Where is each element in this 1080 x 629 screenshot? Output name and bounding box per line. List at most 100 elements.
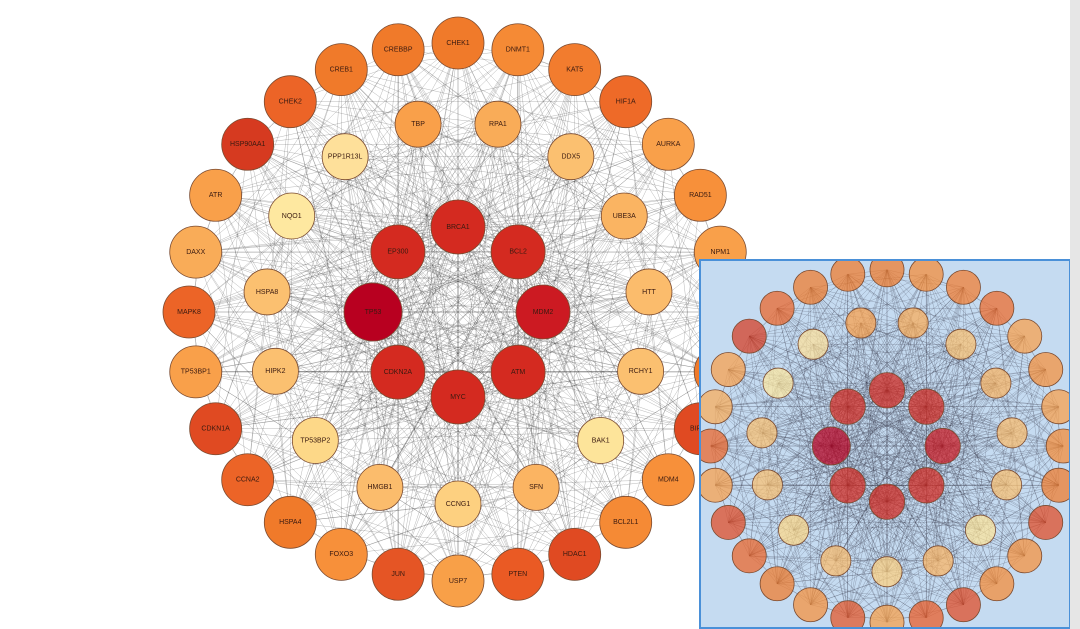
edge bbox=[710, 406, 927, 447]
edge bbox=[188, 311, 316, 441]
edge bbox=[542, 195, 701, 313]
node bbox=[762, 367, 794, 399]
edge bbox=[777, 382, 927, 486]
network: BRCA1 BCL2 MDM2 ATM MYC CDKN2A TP53 EP300 RPA1 DD… bbox=[162, 16, 754, 608]
node bbox=[314, 43, 368, 97]
edge bbox=[397, 49, 519, 253]
edge bbox=[847, 274, 927, 407]
edge bbox=[341, 69, 459, 228]
node bbox=[189, 168, 243, 222]
edge bbox=[810, 484, 1007, 605]
node bbox=[701, 389, 733, 425]
edge bbox=[793, 382, 997, 531]
edge bbox=[397, 371, 575, 555]
edge bbox=[831, 445, 1059, 486]
edge bbox=[925, 406, 1059, 618]
edge bbox=[710, 445, 1046, 523]
edge bbox=[275, 371, 399, 575]
node bbox=[868, 483, 906, 520]
edge bbox=[860, 322, 1025, 337]
edge bbox=[777, 269, 888, 309]
node bbox=[394, 100, 442, 148]
edge bbox=[188, 311, 641, 372]
edge bbox=[195, 251, 399, 373]
edge bbox=[1024, 369, 1046, 556]
edge bbox=[291, 215, 701, 429]
edge bbox=[570, 156, 721, 253]
edge bbox=[379, 371, 519, 488]
edge bbox=[517, 251, 641, 372]
edge bbox=[517, 49, 721, 253]
edge bbox=[980, 369, 1046, 531]
edge bbox=[767, 287, 964, 486]
edge bbox=[810, 287, 939, 561]
edge bbox=[980, 445, 1064, 531]
edge bbox=[517, 371, 721, 575]
edge bbox=[344, 156, 537, 488]
node bbox=[189, 402, 243, 456]
edge bbox=[813, 344, 1046, 370]
edge bbox=[886, 369, 1046, 391]
edge bbox=[728, 522, 888, 623]
edge bbox=[517, 251, 721, 373]
edge bbox=[912, 322, 1025, 556]
edge bbox=[188, 69, 342, 313]
edge bbox=[728, 273, 927, 370]
edge bbox=[860, 322, 1059, 408]
edge bbox=[761, 274, 927, 434]
edge bbox=[195, 123, 499, 253]
edge bbox=[379, 371, 721, 488]
node-label: MDM2 bbox=[533, 309, 554, 316]
node bbox=[1028, 505, 1064, 540]
edge bbox=[767, 484, 849, 618]
edge bbox=[749, 390, 888, 557]
edge bbox=[266, 156, 571, 293]
edge bbox=[542, 311, 721, 373]
edge bbox=[776, 445, 832, 584]
edge bbox=[266, 101, 626, 293]
edge bbox=[860, 322, 997, 384]
edge bbox=[886, 335, 1025, 391]
node-label: KAT5 bbox=[566, 66, 583, 73]
edge bbox=[886, 269, 927, 486]
node bbox=[979, 290, 1015, 326]
node bbox=[162, 285, 216, 339]
edge bbox=[290, 101, 519, 575]
edge bbox=[767, 484, 888, 502]
edge bbox=[847, 406, 888, 623]
edge bbox=[497, 124, 575, 555]
edge bbox=[963, 287, 981, 531]
edge bbox=[831, 445, 1007, 486]
edge bbox=[810, 287, 832, 447]
edge bbox=[938, 484, 1059, 562]
edge bbox=[728, 406, 848, 523]
edge bbox=[457, 124, 499, 505]
edge bbox=[341, 69, 571, 157]
edge bbox=[517, 69, 575, 252]
node bbox=[1007, 538, 1043, 574]
edge bbox=[963, 445, 1064, 605]
edge bbox=[195, 69, 575, 253]
node-label: HIPK2 bbox=[265, 368, 285, 375]
edge bbox=[397, 291, 650, 373]
edge bbox=[542, 69, 575, 313]
edge bbox=[341, 372, 399, 555]
node bbox=[710, 352, 746, 387]
edge bbox=[937, 308, 998, 561]
node bbox=[759, 290, 795, 326]
node bbox=[430, 369, 486, 425]
edge bbox=[831, 322, 862, 447]
edge bbox=[397, 251, 459, 582]
edge bbox=[397, 396, 459, 575]
edge bbox=[886, 287, 964, 391]
node bbox=[371, 23, 425, 77]
node-label: AURKA bbox=[656, 141, 680, 148]
edge bbox=[812, 344, 1013, 434]
edge bbox=[810, 560, 939, 605]
node bbox=[871, 556, 903, 588]
node-label: CDKN1A bbox=[201, 426, 230, 433]
edge bbox=[188, 311, 537, 488]
edge bbox=[749, 335, 888, 502]
edge bbox=[847, 344, 962, 486]
